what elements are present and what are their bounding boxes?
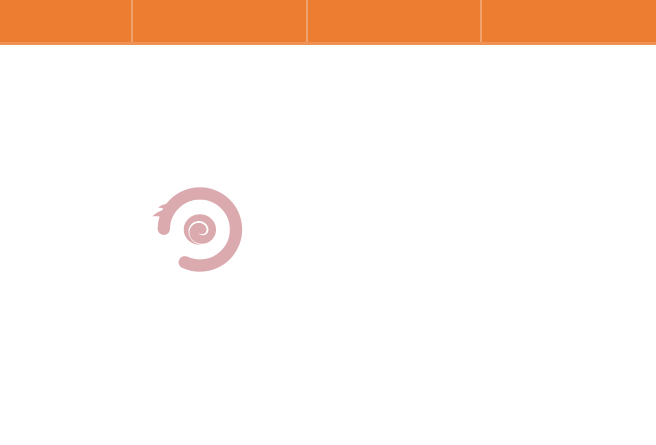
ganggu-logo-icon bbox=[152, 187, 243, 272]
header-close bbox=[133, 0, 308, 42]
watermark bbox=[148, 180, 478, 275]
header-region bbox=[0, 0, 133, 42]
table-body bbox=[0, 42, 656, 45]
header-percent bbox=[482, 0, 656, 42]
header-change bbox=[308, 0, 482, 42]
table-header bbox=[0, 0, 656, 42]
